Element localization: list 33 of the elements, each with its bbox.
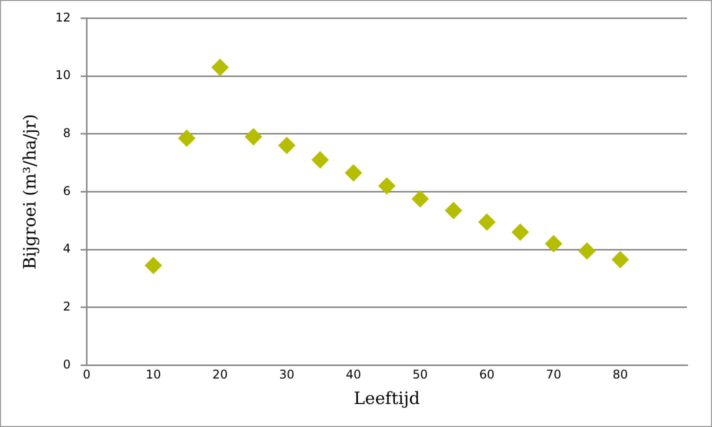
y-tick-label: 6 xyxy=(63,184,71,198)
point xyxy=(512,224,529,241)
y-tick-label: 0 xyxy=(63,357,71,372)
x-tick-label: 60 xyxy=(479,368,495,382)
point xyxy=(144,256,162,274)
point xyxy=(412,190,429,208)
x-tick-label: 0 xyxy=(82,368,90,382)
y-tick-label: 4 xyxy=(63,242,71,256)
point xyxy=(545,235,562,252)
y-tick-label: 12 xyxy=(55,10,71,24)
x-tick-label: 50 xyxy=(412,368,428,382)
point xyxy=(312,151,329,168)
point xyxy=(212,58,229,76)
x-tick-label: 10 xyxy=(146,368,162,382)
point xyxy=(244,128,262,146)
point xyxy=(478,214,496,231)
x-axis-title: Leeftijd xyxy=(354,389,420,410)
y-tick-label: 10 xyxy=(55,68,71,82)
x-tick-label: 70 xyxy=(546,368,562,382)
y-tick-label: 2 xyxy=(63,299,71,314)
x-tick-label: 20 xyxy=(212,368,228,382)
x-tick-label: 80 xyxy=(612,368,628,382)
x-tick-label: 40 xyxy=(346,368,362,382)
point xyxy=(178,130,196,147)
point xyxy=(378,177,396,194)
point xyxy=(578,242,596,260)
x-tick-label: 30 xyxy=(279,368,294,382)
y-tick-label: 8 xyxy=(63,126,71,140)
point xyxy=(612,251,629,268)
point xyxy=(344,164,362,182)
y-axis-title: Bijgroei (m³/ha/jr) xyxy=(20,114,41,270)
point xyxy=(278,136,296,154)
point xyxy=(445,202,462,219)
